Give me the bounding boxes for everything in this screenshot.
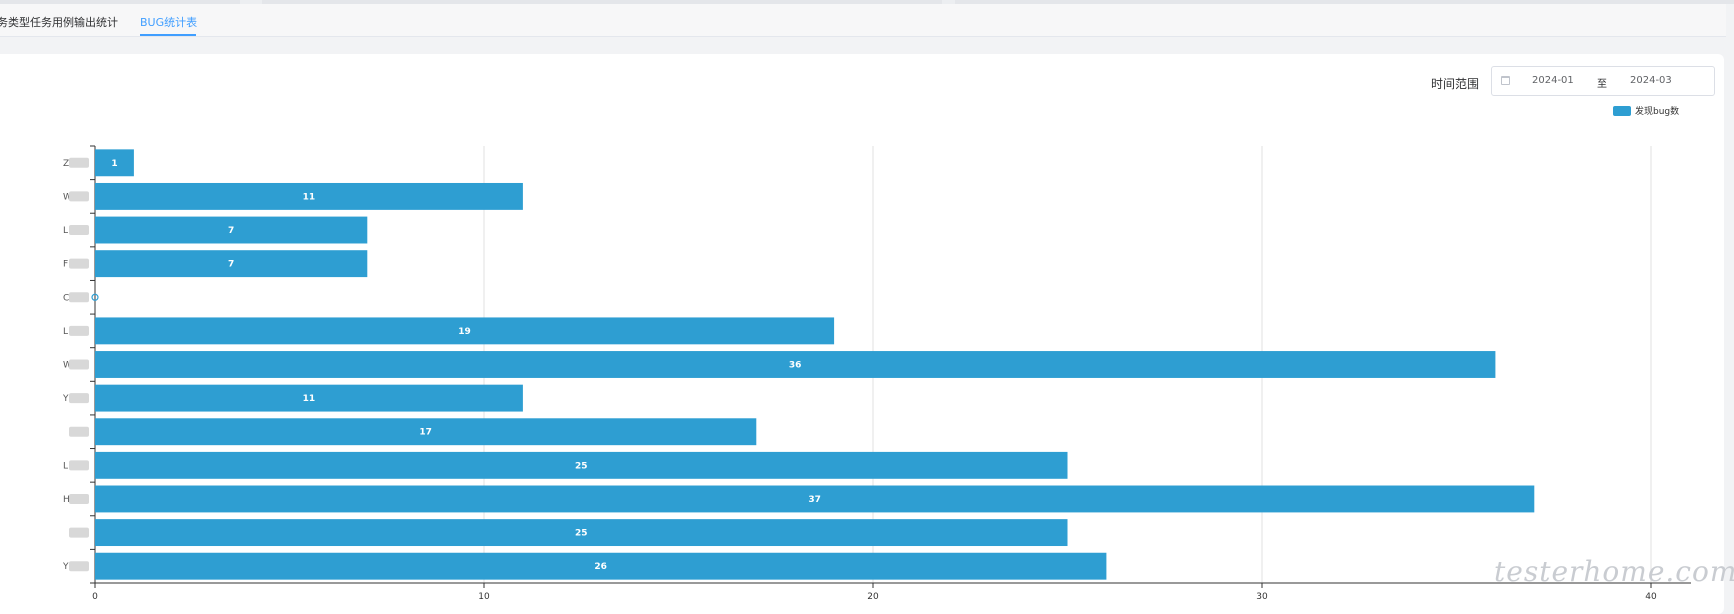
y-tick-label: F: [63, 260, 68, 270]
watermark: testerhome.com: [1494, 555, 1734, 588]
x-tick-label: 20: [867, 592, 879, 602]
redacted-name-blur: [69, 393, 89, 404]
bar-value-label: 37: [808, 495, 821, 505]
redacted-name-blur: [69, 191, 89, 202]
date-range-start[interactable]: 2024-01: [1532, 75, 1574, 86]
tabs-bar: [0, 4, 1726, 37]
bar: [95, 485, 1535, 513]
zero-value-marker: [91, 293, 99, 301]
redacted-name-blur: [69, 561, 89, 572]
bar-value-label: 19: [458, 327, 471, 337]
y-tick-label: L: [63, 327, 68, 337]
y-tick-label: W: [63, 192, 72, 202]
bar-value-label: 7: [228, 226, 234, 236]
redacted-name-blur: [69, 258, 89, 269]
active-tab-indicator: [140, 34, 196, 36]
calendar-icon: [1501, 76, 1510, 85]
redacted-name-blur: [69, 527, 89, 538]
y-tick-label: L: [63, 226, 68, 236]
bar-value-label: 11: [303, 394, 316, 404]
date-range-separator: 至: [1597, 79, 1607, 90]
y-tick-label: H: [63, 495, 70, 505]
x-tick-label: 30: [1256, 592, 1268, 602]
bar: [95, 519, 1068, 547]
redacted-name-blur: [69, 426, 89, 437]
bar: [95, 216, 368, 244]
tab-case-output-stats[interactable]: 务类型任务用例输出统计: [0, 16, 118, 29]
bar: [95, 149, 134, 177]
x-tick-label: 10: [478, 592, 490, 602]
x-tick-label: 40: [1645, 592, 1657, 602]
bar-value-label: 36: [789, 361, 802, 371]
x-tick-label: 0: [92, 592, 98, 602]
y-tick-label: Y: [62, 394, 69, 404]
y-tick-label: Y: [62, 562, 69, 572]
redacted-name-blur: [69, 292, 89, 303]
bar: [95, 451, 1068, 479]
bar: [95, 317, 835, 345]
bar: [95, 418, 757, 446]
bar-value-label: 25: [575, 461, 588, 471]
bar-value-label: 7: [228, 260, 234, 270]
bar: [95, 552, 1107, 580]
legend-swatch[interactable]: [1613, 106, 1631, 116]
top-strip-segment: [955, 0, 1734, 4]
y-tick-label: W: [63, 361, 72, 371]
redacted-name-blur: [69, 157, 89, 168]
bar: [95, 250, 368, 278]
bar-value-label: 25: [575, 529, 588, 539]
top-strip-segment: [262, 0, 942, 4]
top-strip-segment: [0, 0, 240, 4]
tab-bug-stats[interactable]: BUG统计表: [140, 16, 198, 29]
top-strip: [0, 0, 1734, 4]
y-tick-label: L: [63, 461, 68, 471]
redacted-name-blur: [69, 493, 89, 504]
y-tick-label: C: [63, 293, 69, 303]
bar-value-label: 26: [594, 562, 607, 572]
bar: [95, 182, 523, 210]
legend-label[interactable]: 发现bug数: [1635, 107, 1680, 117]
bar-value-label: 17: [419, 428, 432, 438]
redacted-name-blur: [69, 225, 89, 236]
date-range-picker[interactable]: 2024-01 至 2024-03: [1491, 66, 1715, 96]
bar-value-label: 11: [303, 192, 316, 202]
y-tick-label: Z: [63, 159, 69, 169]
redacted-name-blur: [69, 460, 89, 471]
bar-value-label: 1: [111, 159, 117, 169]
time-range-label: 时间范围: [1431, 77, 1480, 91]
bar: [95, 351, 1496, 378]
bar: [95, 384, 523, 412]
redacted-name-blur: [69, 325, 89, 336]
date-range-end[interactable]: 2024-03: [1630, 75, 1672, 86]
redacted-name-blur: [69, 359, 89, 370]
